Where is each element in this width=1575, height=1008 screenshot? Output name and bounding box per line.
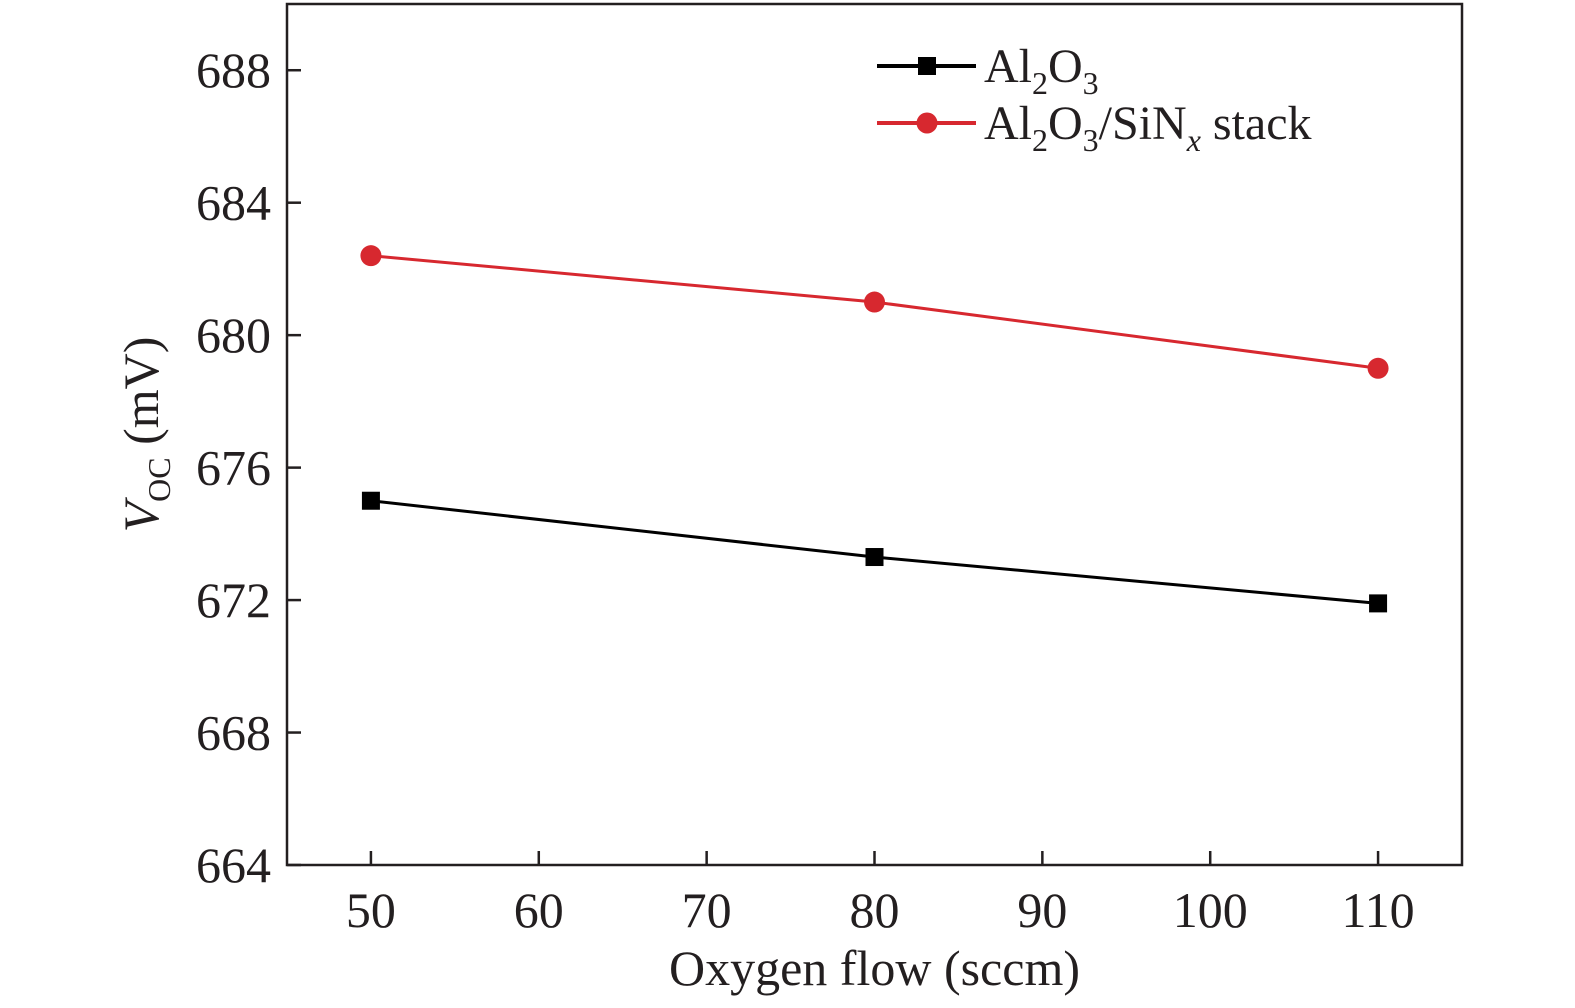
x-axis-title: Oxygen flow (sccm) bbox=[669, 940, 1080, 996]
y-axis: 664 668 672 676 680 684 688 bbox=[196, 42, 301, 893]
data-point bbox=[865, 548, 884, 567]
y-tick-label: 680 bbox=[196, 307, 271, 363]
data-point bbox=[1369, 594, 1388, 613]
x-axis: 50 60 70 80 90 100 110 bbox=[346, 851, 1415, 938]
x-tick-label: 60 bbox=[514, 882, 564, 938]
legend-marker bbox=[916, 112, 938, 134]
legend-item: Al2O3/SiNx stack bbox=[877, 97, 1312, 158]
series-1 bbox=[361, 491, 1388, 613]
y-axis-title: VOC (mV) bbox=[113, 337, 177, 533]
x-tick-label: 50 bbox=[346, 882, 396, 938]
series-2 bbox=[360, 245, 1389, 379]
legend-item: Al2O3 bbox=[877, 40, 1099, 101]
series-layer bbox=[360, 245, 1389, 613]
x-tick-label: 80 bbox=[850, 882, 900, 938]
y-tick-label: 688 bbox=[196, 42, 271, 98]
data-point bbox=[361, 491, 380, 510]
data-point bbox=[864, 291, 885, 313]
y-tick-label: 664 bbox=[196, 837, 271, 893]
data-point bbox=[1367, 357, 1389, 379]
y-tick-label: 684 bbox=[196, 175, 271, 231]
x-tick-label: 70 bbox=[682, 882, 732, 938]
x-tick-label: 90 bbox=[1017, 882, 1067, 938]
y-axis-title-unit: (mV) bbox=[113, 337, 169, 458]
y-tick-label: 676 bbox=[196, 440, 271, 496]
legend-label: Al2O3/SiNx stack bbox=[984, 97, 1312, 158]
y-axis-title-symbol: V bbox=[113, 496, 169, 532]
y-tick-label: 668 bbox=[196, 705, 271, 761]
x-tick-label: 110 bbox=[1341, 882, 1414, 938]
x-tick-label: 100 bbox=[1173, 882, 1248, 938]
legend-marker bbox=[918, 57, 936, 75]
data-point bbox=[360, 245, 382, 267]
legend-label: Al2O3 bbox=[984, 40, 1099, 101]
y-tick-label: 672 bbox=[196, 572, 271, 628]
y-axis-title-subscript: OC bbox=[141, 457, 177, 501]
